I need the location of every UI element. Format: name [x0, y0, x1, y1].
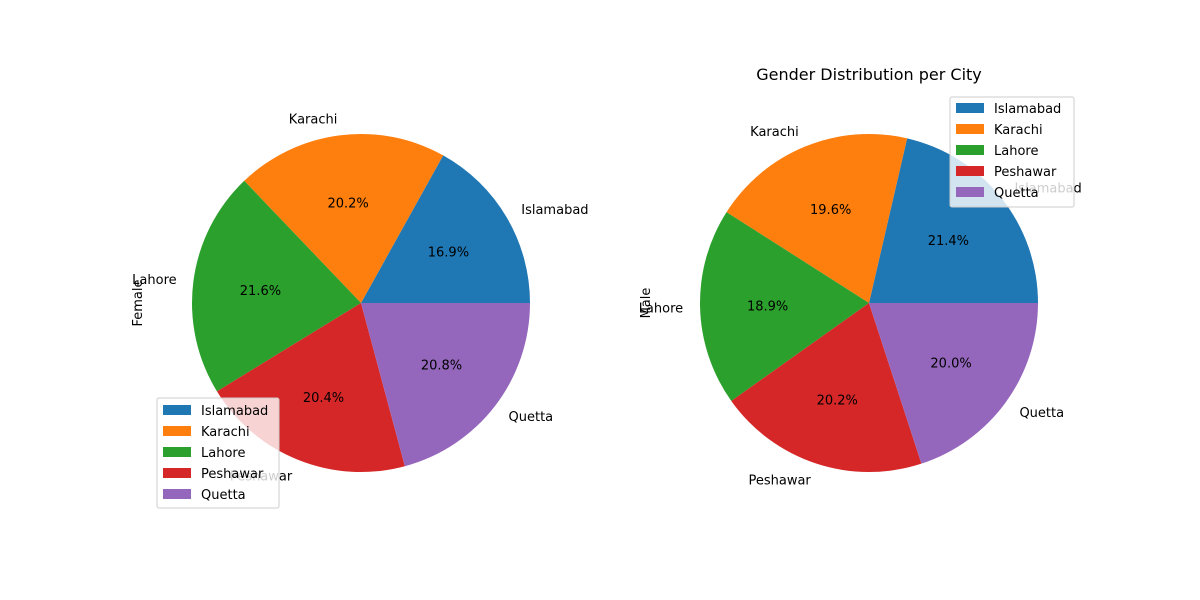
female-percent-label-lahore: 21.6%: [240, 284, 281, 299]
female-percent-label-karachi: 20.2%: [327, 196, 368, 211]
male-legend-label-lahore: Lahore: [994, 144, 1038, 159]
female-category-label-islamabad: Islamabad: [521, 203, 588, 218]
male-legend-label-karachi: Karachi: [994, 123, 1043, 138]
male-slice-peshawar: [731, 303, 922, 472]
male-percent-label-peshawar: 20.2%: [817, 393, 858, 408]
female-percent-label-peshawar: 20.4%: [303, 391, 344, 406]
female-slice-islamabad: [361, 155, 530, 303]
female-category-label-lahore: Lahore: [132, 273, 176, 288]
male-legend-swatch-karachi: [956, 124, 984, 134]
male-category-label-quetta: Quetta: [1019, 406, 1064, 421]
female-slice-lahore: [192, 180, 361, 392]
female-legend-label-peshawar: Peshawar: [201, 467, 264, 482]
male-title: Gender Distribution per City: [756, 65, 982, 84]
female-legend-swatch-karachi: [163, 426, 191, 436]
male-slice-quetta: [869, 303, 1038, 464]
female-legend: Islamabad Karachi Lahore Peshawar Quetta: [156, 397, 280, 509]
female-category-label-quetta: Quetta: [509, 410, 554, 425]
male-legend-label-islamabad: Islamabad: [994, 102, 1061, 117]
male-legend-swatch-lahore: [956, 145, 984, 155]
male-ylabel: Male: [639, 288, 654, 319]
female-legend-swatch-peshawar: [163, 468, 191, 478]
male-legend-swatch-quetta: [956, 187, 984, 197]
male-percent-label-quetta: 20.0%: [930, 357, 971, 372]
male-pie-chart: 21.4% Islamabad 19.6% Karachi 18.9% Lahore 20.…: [639, 65, 1082, 489]
female-category-label-karachi: Karachi: [289, 113, 338, 128]
male-category-label-lahore: Lahore: [639, 302, 683, 317]
male-legend-swatch-islamabad: [956, 103, 984, 113]
male-category-label-karachi: Karachi: [750, 125, 799, 140]
female-percent-label-quetta: 20.8%: [421, 359, 462, 374]
male-pie-slices: [699, 134, 1038, 472]
female-slice-quetta: [361, 303, 530, 467]
male-legend: Islamabad Karachi Lahore Peshawar Quetta: [949, 96, 1075, 208]
female-pie-chart: 16.9% Islamabad 20.2% Karachi 21.6% Lahore 20.…: [131, 113, 589, 509]
male-legend-label-peshawar: Peshawar: [994, 165, 1057, 180]
female-ylabel: Female: [131, 279, 146, 326]
male-slice-karachi: [726, 134, 908, 303]
female-slice-karachi: [244, 134, 444, 303]
male-slice-islamabad: [869, 138, 1038, 303]
female-legend-swatch-islamabad: [163, 405, 191, 415]
female-legend-label-lahore: Lahore: [201, 446, 245, 461]
female-legend-frame: [156, 397, 280, 509]
male-category-label-peshawar: Peshawar: [748, 474, 811, 489]
male-percent-label-karachi: 19.6%: [810, 203, 851, 218]
female-legend-label-islamabad: Islamabad: [201, 404, 268, 419]
male-percent-label-lahore: 18.9%: [747, 300, 788, 315]
female-legend-label-karachi: Karachi: [201, 425, 250, 440]
male-legend-label-quetta: Quetta: [994, 186, 1039, 201]
female-pie-slices: [192, 134, 530, 473]
female-legend-swatch-quetta: [163, 489, 191, 499]
male-legend-swatch-peshawar: [956, 166, 984, 176]
female-percent-label-islamabad: 16.9%: [428, 246, 469, 261]
male-slice-lahore: [699, 212, 869, 401]
male-percent-label-islamabad: 21.4%: [928, 234, 969, 249]
female-legend-label-quetta: Quetta: [201, 488, 246, 503]
female-legend-swatch-lahore: [163, 447, 191, 457]
